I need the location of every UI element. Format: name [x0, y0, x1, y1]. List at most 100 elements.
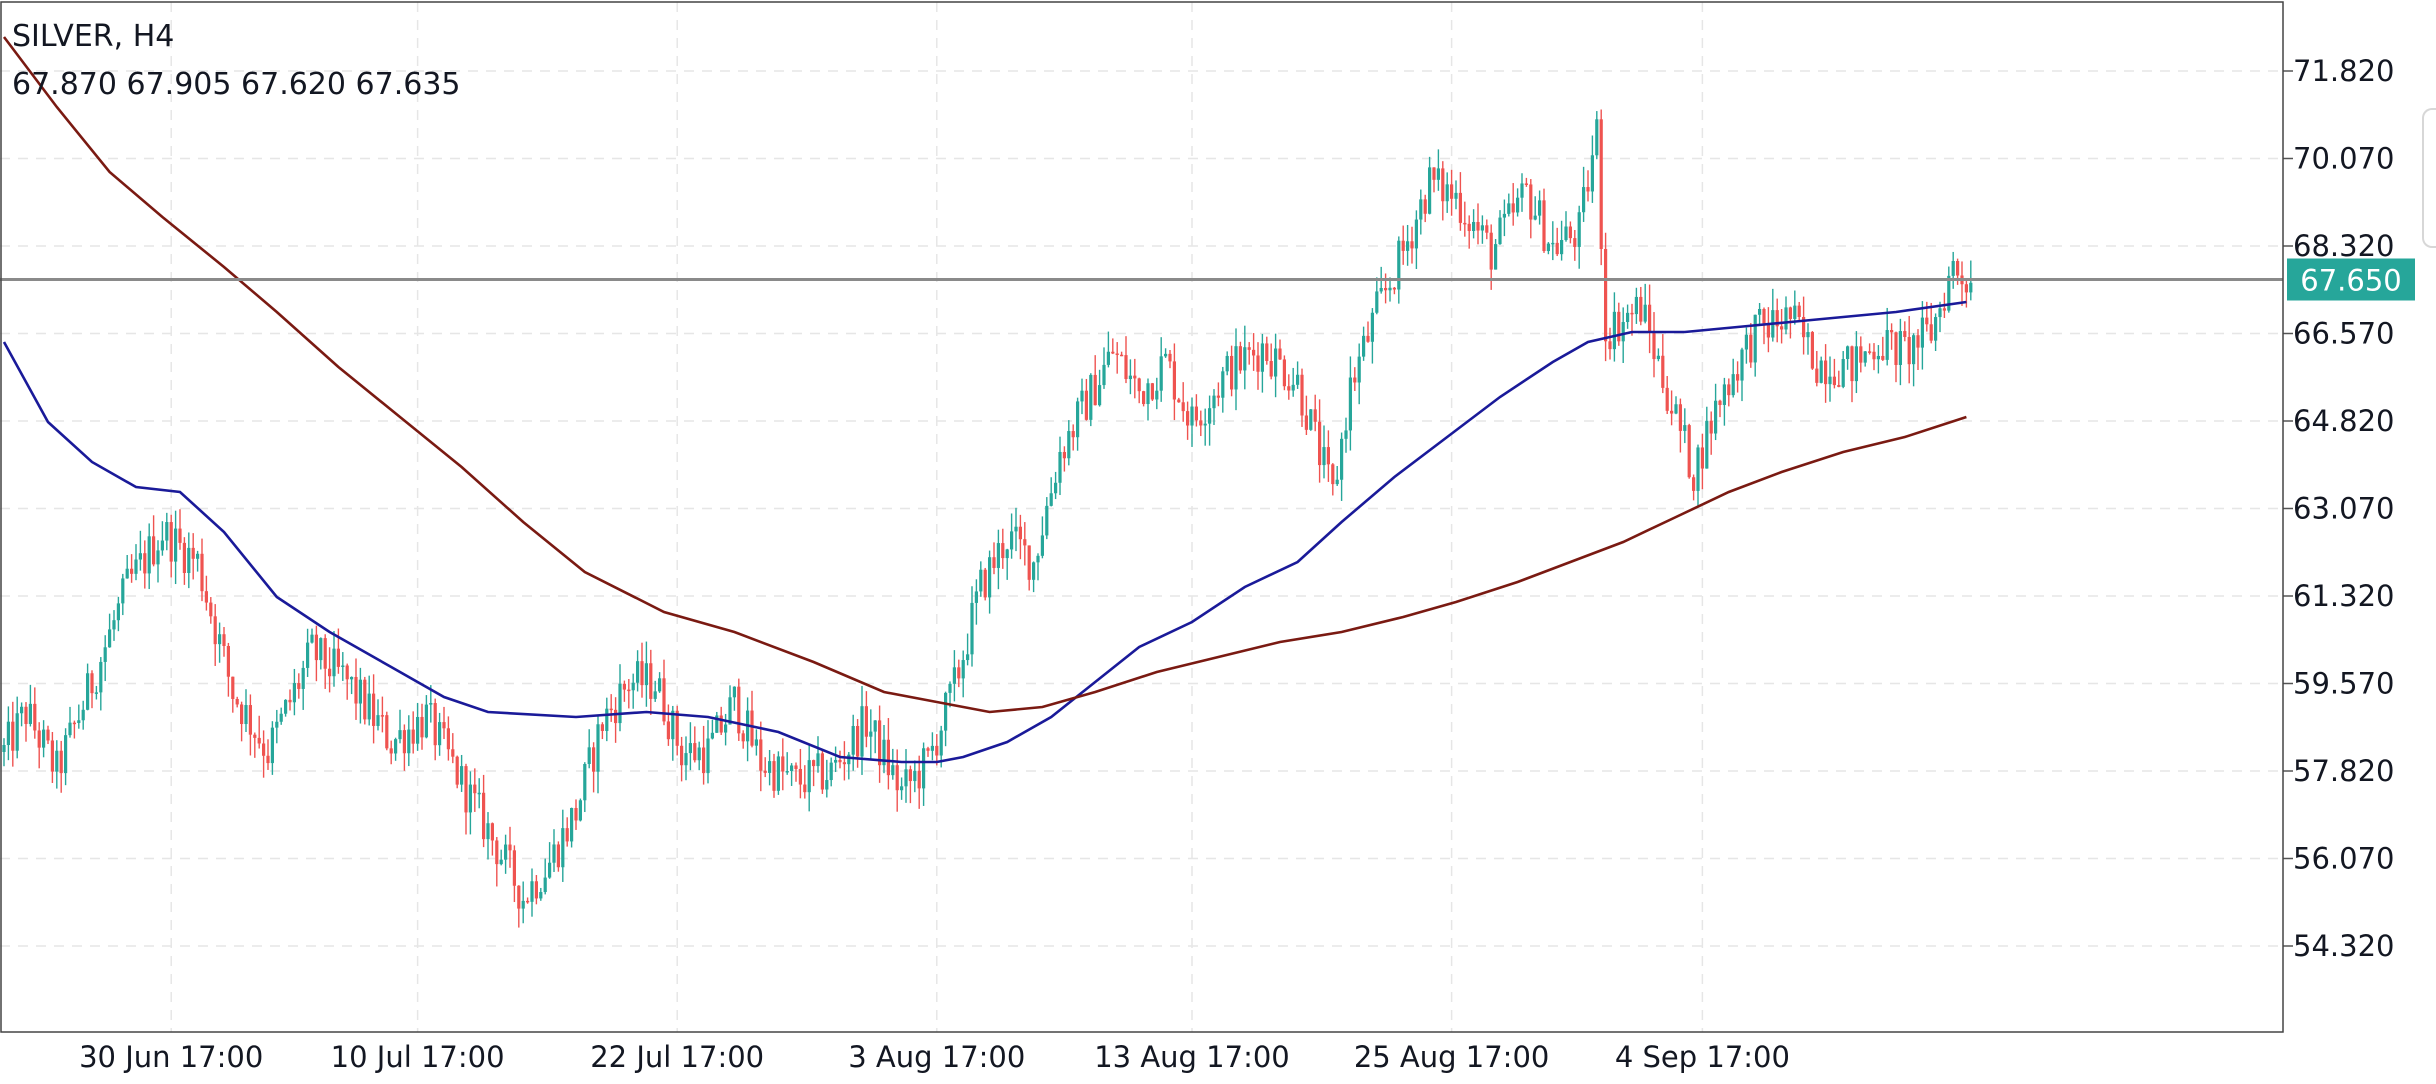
candle-body	[565, 828, 569, 842]
candle-body	[1379, 287, 1383, 292]
candle-body	[420, 716, 424, 738]
candle-body	[1419, 199, 1423, 220]
candle-body	[424, 704, 428, 738]
candle-body	[1568, 226, 1572, 239]
candle-body	[442, 722, 446, 729]
candle-body	[763, 770, 767, 773]
candle-body	[1507, 203, 1511, 214]
candle-body	[1089, 374, 1093, 420]
candle-body	[1678, 404, 1682, 431]
candle-body	[1335, 479, 1339, 485]
candle-body	[926, 748, 930, 751]
candle-body	[1164, 353, 1168, 357]
candle-body	[1674, 404, 1678, 414]
x-tick-label: 4 Sep 17:00	[1615, 1040, 1790, 1074]
candle-body	[1727, 384, 1731, 396]
candle-body	[1436, 168, 1440, 180]
candle-body	[1828, 376, 1832, 385]
x-tick-label: 3 Aug 17:00	[848, 1040, 1025, 1074]
candle-body	[345, 665, 349, 680]
candle-body	[389, 748, 393, 754]
candle-body	[983, 569, 987, 598]
candle-body	[1846, 346, 1850, 360]
candle-body	[1881, 355, 1885, 360]
candle-body	[72, 722, 76, 725]
candle-body	[1925, 317, 1929, 325]
candle-body	[1221, 371, 1225, 398]
candle-body	[504, 844, 508, 860]
candle-body	[169, 522, 173, 562]
candle-body	[1700, 447, 1704, 469]
candle-body	[495, 840, 499, 865]
candle-body	[1564, 226, 1568, 241]
side-panel-handle[interactable]	[2422, 108, 2436, 248]
candle-body	[600, 724, 604, 731]
candle-body	[398, 730, 402, 740]
candle-body	[996, 543, 1000, 568]
candle-body	[1516, 197, 1520, 213]
candle-body	[1362, 335, 1366, 357]
candle-body	[416, 716, 420, 744]
candle-body	[1014, 526, 1018, 532]
candle-body	[438, 722, 442, 746]
candle-body	[886, 739, 890, 776]
candle-body	[301, 667, 305, 689]
candle-body	[354, 676, 358, 704]
candle-body	[11, 721, 15, 751]
candle-body	[1947, 275, 1951, 311]
candle-body	[59, 750, 63, 774]
candle-body	[1599, 119, 1603, 249]
candle-body	[891, 765, 895, 776]
candle-body	[253, 734, 257, 738]
candle-body	[1467, 223, 1471, 232]
candle-body	[724, 724, 728, 733]
candle-body	[138, 553, 142, 560]
candle-body	[499, 859, 503, 865]
x-tick-label: 13 Aug 17:00	[1094, 1040, 1290, 1074]
candle-body	[1265, 343, 1269, 362]
candle-body	[618, 683, 622, 724]
candle-body	[1744, 334, 1748, 350]
candle-body	[1652, 332, 1656, 360]
candle-body	[226, 645, 230, 677]
candle-body	[1810, 332, 1814, 369]
candle-body	[1194, 406, 1198, 421]
candle-body	[1824, 360, 1828, 385]
candle-body	[1208, 408, 1212, 424]
candle-body	[693, 743, 697, 761]
candle-body	[1370, 312, 1374, 342]
candle-body	[1414, 219, 1418, 249]
candle-body	[662, 678, 666, 722]
candle-body	[1102, 364, 1106, 386]
candle-body	[1084, 390, 1088, 420]
candle-body	[1106, 351, 1110, 365]
candle-body	[781, 756, 785, 772]
candle-body	[1463, 222, 1467, 225]
candle-body	[627, 689, 631, 692]
candle-body	[1502, 213, 1506, 218]
candle-body	[1212, 395, 1216, 409]
x-tick-label: 22 Jul 17:00	[590, 1040, 764, 1074]
candle-body	[1133, 375, 1137, 379]
candle-body	[363, 679, 367, 720]
candle-body	[1322, 447, 1326, 466]
candle-body	[970, 602, 974, 655]
candle-body	[28, 703, 32, 724]
y-tick-label: 71.820	[2293, 54, 2394, 88]
candle-body	[578, 800, 582, 821]
y-tick-label: 61.320	[2293, 579, 2394, 613]
candle-body	[636, 661, 640, 683]
candle-body	[1762, 308, 1766, 324]
candle-body	[838, 759, 842, 763]
candle-body	[1815, 368, 1819, 383]
candle-body	[1423, 199, 1427, 214]
candle-body	[451, 749, 455, 757]
candle-body	[1872, 351, 1876, 360]
candle-body	[684, 753, 688, 766]
candle-body	[543, 877, 547, 893]
candle-body	[561, 828, 565, 868]
candle-body	[1529, 184, 1533, 220]
candle-body	[1665, 387, 1669, 411]
